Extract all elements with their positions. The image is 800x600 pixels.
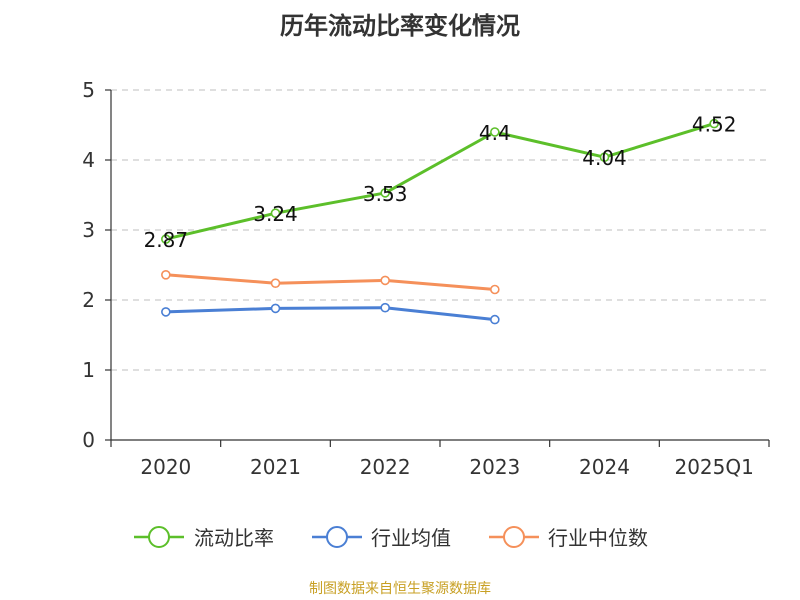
data-point: [270, 303, 281, 314]
data-point: [161, 269, 171, 280]
data-point: [709, 118, 719, 129]
y-tick-label: 4: [82, 148, 95, 172]
data-point: [490, 127, 500, 137]
axes: 0 1 2 3 4 5 2020 2021 2022 2023 2024 2025Q1: [82, 78, 770, 479]
series-line-0: [165, 122, 715, 241]
legend-label-2: 行业中位数: [548, 526, 648, 550]
series-line-1: [165, 306, 495, 322]
data-label: 3.53: [363, 182, 408, 206]
data-label: 3.24: [253, 202, 298, 226]
data-point: [270, 208, 281, 218]
data-label: 4.52: [692, 113, 737, 137]
data-point: [161, 307, 171, 317]
data-point: [380, 188, 390, 198]
legend-label-1: 行业均值: [371, 526, 451, 550]
y-tick-label: 3: [82, 218, 95, 242]
x-tick-label: 2025Q1: [674, 455, 753, 479]
x-tick-label: 2022: [360, 455, 411, 479]
data-point: [270, 278, 281, 289]
y-tick-label: 0: [82, 428, 95, 452]
series-lines: [161, 118, 719, 325]
data-point: [161, 234, 171, 244]
legend: 流动比率 行业均值 行业中位数: [134, 526, 648, 550]
x-tick-label: 2023: [469, 455, 520, 479]
y-tick-label: 5: [82, 78, 95, 102]
data-labels: 2.87 3.24 3.53 4.4 4.04 4.52: [144, 113, 737, 253]
x-tick-label: 2021: [250, 455, 301, 479]
legend-label-0: 流动比率: [194, 526, 274, 550]
data-label: 4.04: [582, 146, 627, 170]
chart-title: 历年流动比率变化情况: [280, 12, 520, 40]
data-point: [490, 284, 500, 295]
source-note: 制图数据来自恒生聚源数据库: [309, 581, 491, 597]
data-label: 2.87: [144, 228, 189, 252]
legend-marker-2: [503, 526, 525, 548]
series-line-2: [165, 273, 495, 291]
y-tick-label: 1: [82, 358, 95, 382]
data-label: 4.4: [479, 121, 511, 145]
x-tick-label: 2020: [140, 455, 191, 479]
data-point: [380, 275, 390, 286]
data-point: [599, 152, 610, 162]
data-point: [380, 302, 390, 313]
y-tick-label: 2: [82, 288, 95, 312]
legend-marker-0: [148, 526, 170, 548]
x-tick-label: 2024: [579, 455, 630, 479]
legend-marker-1: [326, 526, 348, 548]
data-point: [490, 314, 500, 325]
